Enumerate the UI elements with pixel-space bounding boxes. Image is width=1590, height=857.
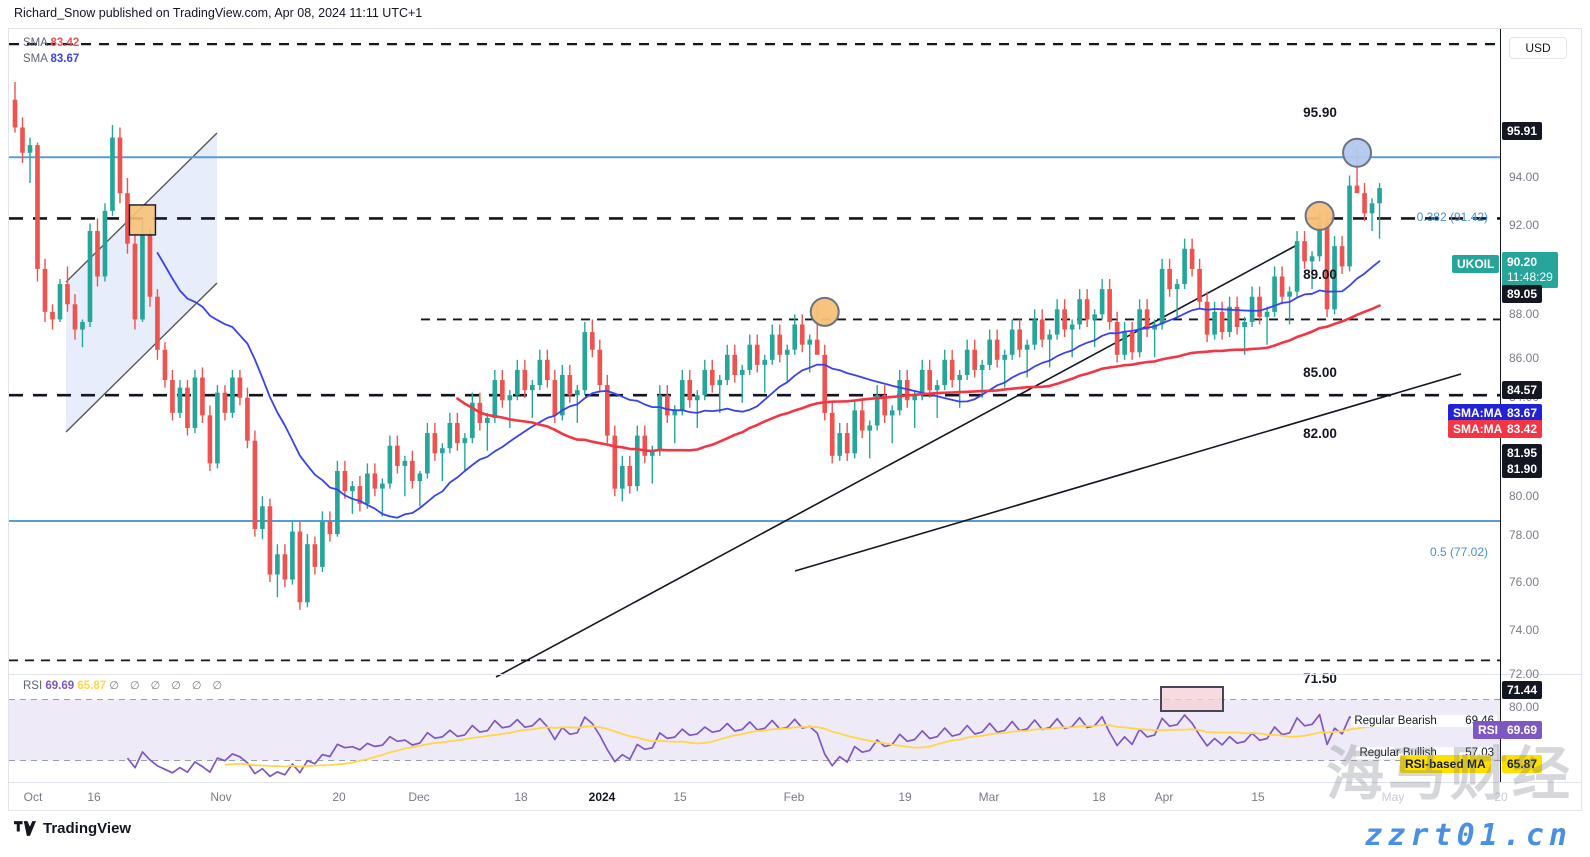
last-price-time: 11:48:29: [1507, 270, 1553, 284]
tradingview-logo[interactable]: TradingView: [14, 820, 131, 837]
price-badge-81-95: 81.95: [1502, 444, 1543, 462]
rsi-badge-value: 69.69: [1502, 721, 1543, 739]
price-tick-88: 88.00: [1509, 307, 1540, 321]
time-tick-7: 15: [673, 790, 687, 804]
time-tick-6: 2024: [588, 790, 616, 804]
rsi-ma-badge-value: 65.87: [1502, 755, 1543, 773]
time-tick-12: Apr: [1154, 790, 1174, 804]
price-canvas: [9, 43, 1501, 678]
price-tick-80: 80.00: [1509, 489, 1540, 503]
symbol-tag-ukoil: UKOIL: [1452, 255, 1500, 273]
price-axis[interactable]: USD 94.00 92.00 88.00 86.00 84.00 80.00 …: [1400, 29, 1583, 810]
price-badge-95-91: 95.91: [1502, 122, 1543, 140]
level-label-82-00: 82.00: [1303, 426, 1337, 441]
time-tick-14: May: [1381, 790, 1405, 804]
rsi-tick-80: 80.00: [1509, 700, 1540, 714]
rsi-tag: RSI: [1473, 721, 1504, 739]
price-badge-84-57: 84.57: [1502, 381, 1543, 399]
sma-ma-tag-blue: SMA:MA: [1448, 404, 1508, 422]
level-label-89-00: 89.00: [1303, 267, 1337, 282]
time-tick-13: 15: [1251, 790, 1265, 804]
time-tick-1: 16: [87, 790, 101, 804]
time-axis[interactable]: Oct 16 Nov 20 Dec 18 2024 15 Feb 19 Mar …: [9, 782, 1581, 810]
time-tick-2: Nov: [210, 790, 232, 804]
sma-legend-row-2: SMA 83.67: [23, 53, 79, 65]
price-tick-94: 94.00: [1509, 170, 1540, 184]
rsi-canvas: [9, 686, 1501, 778]
sma-legend-row-1: SMA 83.42: [23, 37, 79, 49]
publisher-byline: Richard_Snow published on TradingView.co…: [14, 6, 423, 20]
rsi-legend-ma-value: 65.87: [77, 680, 107, 692]
fib-label-05: 0.5 (77.02): [1429, 545, 1488, 559]
last-price-badge: 90.20 11:48:29: [1502, 252, 1558, 288]
price-tick-76: 76.00: [1509, 575, 1540, 589]
rsi-annotation-bearish-label: Regular Bearish: [1354, 715, 1437, 727]
sma-legend-value-blue: 83.67: [50, 53, 80, 65]
currency-selector[interactable]: USD: [1509, 37, 1567, 59]
time-tick-9: 19: [898, 790, 912, 804]
level-label-95-90: 95.90: [1303, 105, 1337, 120]
rsi-pane[interactable]: RSI 69.69 65.87 ∅ ∅ ∅ ∅ ∅ ∅ Regular Bear…: [9, 674, 1581, 784]
chart-container: SMA 83.42 SMA 83.67 95.90 89.00 85.00 82…: [8, 28, 1582, 811]
price-tick-86: 86.00: [1509, 351, 1540, 365]
last-price-value: 90.20: [1507, 255, 1538, 269]
time-tick-15: 20: [1494, 790, 1508, 804]
watermark-site: zzrt01.cn: [1364, 818, 1572, 853]
level-label-85-00: 85.00: [1303, 365, 1337, 380]
rsi-ma-tag: RSI-based MA: [1400, 755, 1491, 773]
price-tick-72: 72.00: [1509, 667, 1540, 681]
time-tick-8: Feb: [783, 790, 805, 804]
fib-label-0382: 0.382 (91.42): [1416, 210, 1488, 224]
price-badge-81-90: 81.90: [1502, 460, 1543, 478]
time-tick-5: 18: [514, 790, 528, 804]
rsi-legend-value: 69.69: [45, 680, 75, 692]
sma-legend-label-1: SMA: [23, 37, 48, 49]
sma-ma-tag-red: SMA:MA: [1448, 420, 1508, 438]
price-tick-78: 78.00: [1509, 528, 1540, 542]
price-badge-83-67: 83.67: [1502, 404, 1543, 422]
price-badge-71-44: 71.44: [1502, 681, 1543, 699]
sma-legend-value-red: 83.42: [50, 37, 80, 49]
price-tick-74: 74.00: [1509, 623, 1540, 637]
tradingview-mark-icon: [14, 821, 36, 836]
price-pane[interactable]: SMA 83.42 SMA 83.67 95.90 89.00 85.00 82…: [9, 29, 1581, 686]
price-tick-92: 92.00: [1509, 218, 1540, 232]
tradingview-wordmark: TradingView: [43, 820, 132, 837]
time-tick-3: 20: [332, 790, 346, 804]
time-tick-10: Mar: [978, 790, 1000, 804]
sma-legend-label-2: SMA: [23, 53, 48, 65]
price-badge-89-05: 89.05: [1502, 285, 1543, 303]
time-tick-11: 18: [1092, 790, 1106, 804]
rsi-legend-null-glyphs: ∅ ∅ ∅ ∅ ∅ ∅: [109, 680, 227, 692]
time-tick-0: Oct: [23, 790, 43, 804]
rsi-legend-label: RSI: [23, 680, 43, 692]
rsi-legend: RSI 69.69 65.87 ∅ ∅ ∅ ∅ ∅ ∅: [23, 679, 226, 692]
price-badge-83-42: 83.42: [1502, 420, 1543, 438]
time-tick-4: Dec: [408, 790, 430, 804]
